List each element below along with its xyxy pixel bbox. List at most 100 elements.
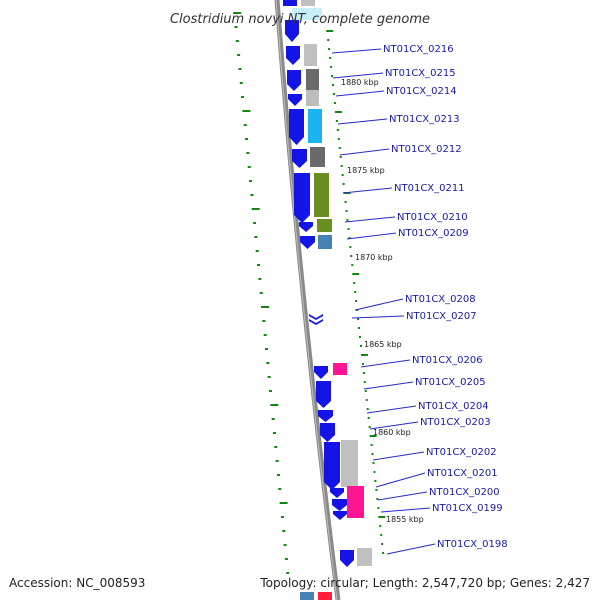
gene-label[interactable]: NT01CX_0203 — [369, 417, 491, 430]
gene-label[interactable]: NT01CX_0212 — [339, 144, 462, 156]
gene-locus-text[interactable]: NT01CX_0211 — [394, 183, 465, 194]
position-dot — [344, 201, 347, 203]
gene-label[interactable]: NT01CX_0205 — [363, 377, 486, 390]
gc-tick — [274, 446, 278, 448]
gene-locus-text[interactable]: NT01CX_0204 — [418, 401, 489, 412]
gene-label[interactable]: NT01CX_0209 — [346, 228, 469, 240]
gene-locus-text[interactable]: NT01CX_0214 — [386, 86, 457, 97]
gene-label[interactable]: NT01CX_0207 — [351, 311, 477, 322]
leader-line — [363, 381, 414, 390]
gene-label[interactable]: NT01CX_0208 — [354, 294, 476, 311]
gene-label[interactable]: NT01CX_0215 — [332, 68, 456, 79]
position-dot — [354, 291, 357, 293]
gene-locus-text[interactable]: NT01CX_0207 — [406, 311, 477, 322]
cds-forward — [332, 499, 347, 511]
gene-label[interactable]: NT01CX_0214 — [335, 86, 457, 97]
gene-label[interactable]: NT01CX_0199 — [380, 503, 503, 514]
gc-skew-ticks — [233, 12, 290, 574]
feature-clipped-top — [283, 0, 297, 6]
gene-locus-text[interactable]: NT01CX_0213 — [389, 114, 460, 125]
gc-tick — [283, 544, 287, 546]
position-dot — [362, 372, 365, 374]
position-dot — [331, 75, 334, 77]
gene-locus-text[interactable]: NT01CX_0200 — [429, 487, 500, 498]
gc-tick — [249, 180, 253, 182]
gene-locus-text[interactable]: NT01CX_0205 — [415, 377, 486, 388]
position-dot — [335, 120, 338, 122]
leader-line — [342, 187, 393, 194]
position-dot — [379, 525, 382, 527]
position-dot — [333, 102, 336, 104]
gene-label[interactable]: NT01CX_0210 — [344, 212, 468, 223]
gene-label[interactable]: NT01CX_0198 — [386, 539, 508, 555]
position-dot — [373, 471, 376, 473]
position-dot — [342, 183, 345, 185]
gc-tick — [267, 376, 271, 378]
gc-tick — [266, 362, 270, 364]
position-dot — [351, 264, 354, 266]
cds-forward — [286, 46, 300, 65]
position-dot — [368, 426, 371, 428]
leader-line — [380, 507, 431, 513]
gc-tick — [239, 82, 243, 84]
gene-label[interactable]: NT01CX_0216 — [331, 44, 454, 55]
gc-tick — [233, 12, 242, 14]
gc-tick — [243, 124, 247, 126]
gene-label[interactable]: NT01CX_0206 — [360, 355, 483, 368]
position-dot — [337, 138, 340, 140]
gene-locus-text[interactable]: NT01CX_0199 — [432, 503, 503, 514]
cds-reverse — [341, 440, 358, 487]
kbp-mark: 1875 kbp — [347, 166, 385, 175]
backbone-track — [274, 0, 341, 600]
gc-tick — [280, 516, 284, 518]
gene-locus-text[interactable]: NT01CX_0206 — [412, 355, 483, 366]
cds-reverse — [333, 363, 347, 375]
gene-locus-text[interactable]: NT01CX_0198 — [437, 539, 508, 550]
gc-tick — [265, 348, 268, 350]
gc-tick — [279, 502, 288, 504]
feature-clipped-bottom — [318, 592, 332, 600]
accession-text: Accession: NC_008593 — [9, 576, 146, 590]
cds-reverse — [306, 69, 319, 90]
gene-locus-text[interactable]: NT01CX_0203 — [420, 417, 491, 428]
position-dot — [352, 273, 360, 275]
gene-locus-text[interactable]: NT01CX_0202 — [426, 447, 497, 458]
position-dot — [348, 237, 351, 239]
cds-reverse — [347, 486, 364, 518]
position-dot — [350, 255, 353, 257]
leader-line — [337, 118, 388, 125]
strand-features — [283, 0, 372, 600]
gene-locus-text[interactable]: NT01CX_0215 — [385, 68, 456, 79]
gene-locus-text[interactable]: NT01CX_0209 — [398, 228, 469, 239]
position-dot — [326, 30, 334, 32]
gc-tick — [235, 40, 239, 42]
gene-locus-text[interactable]: NT01CX_0210 — [397, 212, 468, 223]
gene-label[interactable]: NT01CX_0204 — [366, 401, 489, 414]
gene-label[interactable]: NT01CX_0213 — [337, 114, 460, 125]
position-dot — [339, 156, 342, 158]
gene-locus-text[interactable]: NT01CX_0201 — [427, 468, 498, 479]
leader-line — [332, 72, 384, 79]
position-dot — [363, 381, 366, 383]
gene-label[interactable]: NT01CX_0200 — [377, 487, 500, 501]
cds-reverse — [304, 44, 317, 66]
cds-forward — [320, 423, 335, 442]
position-dot — [330, 66, 333, 68]
cds-forward — [300, 236, 315, 249]
cds-forward — [324, 442, 340, 490]
gene-label[interactable]: NT01CX_0211 — [342, 183, 465, 194]
leader-line — [366, 405, 417, 414]
gene-label[interactable]: NT01CX_0202 — [372, 447, 497, 461]
position-dot — [361, 363, 364, 365]
cds-forward — [299, 222, 313, 232]
position-dot — [374, 480, 377, 482]
gc-tick — [271, 418, 275, 420]
position-dot — [336, 129, 339, 131]
feature-clipped-bottom — [300, 592, 314, 600]
gene-locus-text[interactable]: NT01CX_0208 — [405, 294, 476, 305]
position-dot — [380, 534, 383, 536]
map-title: Clostridium novyi NT, complete genome — [170, 12, 430, 27]
gene-locus-text[interactable]: NT01CX_0212 — [391, 144, 462, 155]
gene-label[interactable]: NT01CX_0201 — [375, 468, 498, 488]
gene-locus-text[interactable]: NT01CX_0216 — [383, 44, 454, 55]
